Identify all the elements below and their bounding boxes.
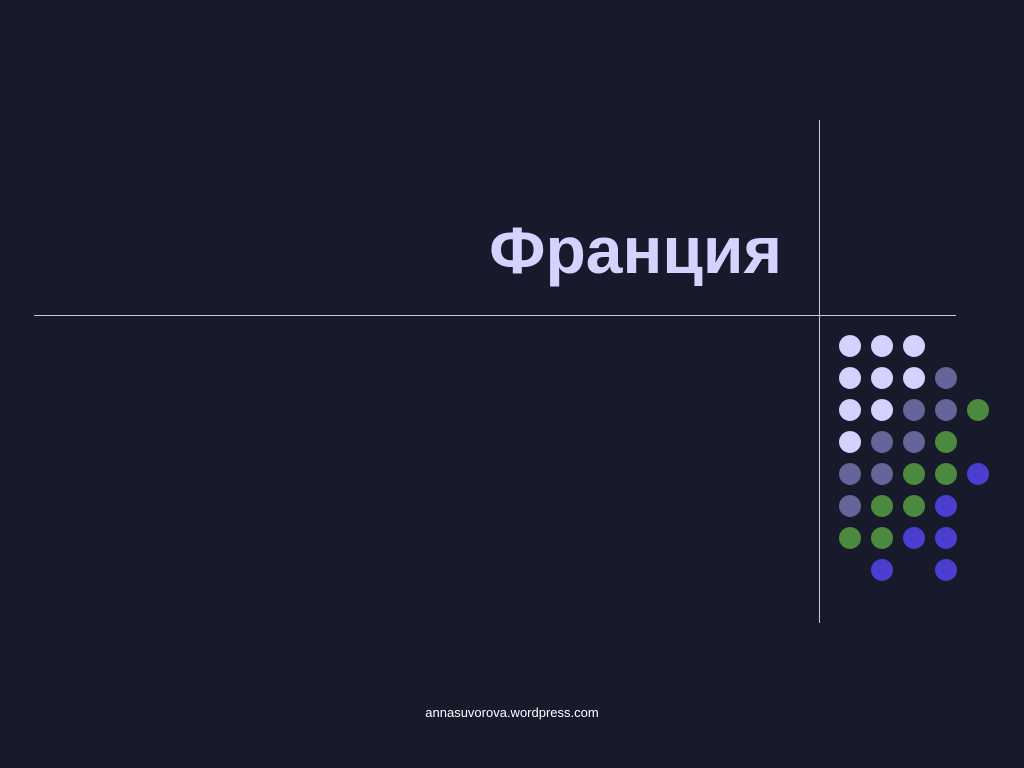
decorative-dot [839, 495, 861, 517]
decorative-dot [871, 399, 893, 421]
decorative-dot [871, 335, 893, 357]
decorative-dot [935, 367, 957, 389]
vertical-divider [819, 120, 820, 623]
decorative-dot [935, 495, 957, 517]
decorative-dot [839, 431, 861, 453]
decorative-dot [967, 399, 989, 421]
decorative-dot [903, 335, 925, 357]
slide-title: Франция [489, 213, 782, 287]
decorative-dot [967, 463, 989, 485]
decorative-dot [871, 559, 893, 581]
footer-text: annasuvorova.wordpress.com [425, 705, 599, 720]
decorative-dot [935, 463, 957, 485]
decorative-dot [935, 431, 957, 453]
decorative-dot [871, 367, 893, 389]
decorative-dot [903, 431, 925, 453]
horizontal-divider [34, 315, 956, 316]
decorative-dot [903, 495, 925, 517]
decorative-dot [839, 527, 861, 549]
decorative-dot [903, 399, 925, 421]
decorative-dot [903, 527, 925, 549]
decorative-dot [839, 335, 861, 357]
decorative-dot [871, 463, 893, 485]
decorative-dot [935, 399, 957, 421]
decorative-dot [839, 399, 861, 421]
decorative-dot [871, 527, 893, 549]
decorative-dot [871, 495, 893, 517]
decorative-dot [935, 559, 957, 581]
decorative-dot [839, 463, 861, 485]
decorative-dot [903, 463, 925, 485]
decorative-dot [871, 431, 893, 453]
decorative-dot [903, 367, 925, 389]
decorative-dot [839, 367, 861, 389]
decorative-dot [935, 527, 957, 549]
